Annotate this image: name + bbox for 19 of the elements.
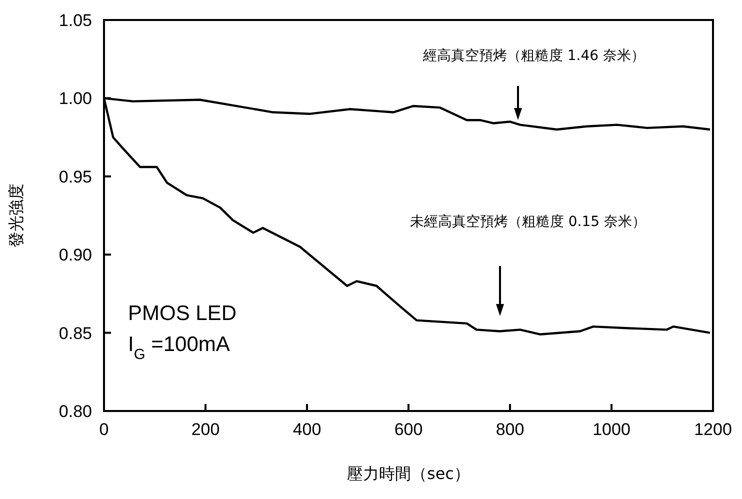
y-tick-label: 0.80 [58,402,92,422]
y-tick-label: 1.00 [58,89,92,108]
x-tick-label: 200 [191,420,220,440]
x-tick-label: 1200 [694,420,732,440]
x-axis-title: 壓力時間（sec） [347,464,470,483]
x-tick-label: 400 [292,420,322,440]
annotation: 經高真空預烤（粗糙度 1.46 奈米） [422,48,646,64]
y-tick-label: 0.85 [58,324,92,343]
x-tick-label: 1000 [592,420,630,440]
annotation: I$_{G}$ =100mA [128,333,230,363]
x-tick-label: 600 [394,420,423,440]
y-tick-label: 1.05 [58,11,92,30]
x-tick-label: 0 [99,420,109,440]
y-tick-label: 0.95 [58,167,92,186]
y-axis-title: 發光強度 [6,184,26,248]
x-tick-label: 800 [496,420,524,440]
annotation: PMOS LED [128,302,237,325]
annotation: 未經高真空預烤（粗糙度 0.15 奈米） [410,214,646,230]
y-tick-label: 0.90 [58,246,92,265]
